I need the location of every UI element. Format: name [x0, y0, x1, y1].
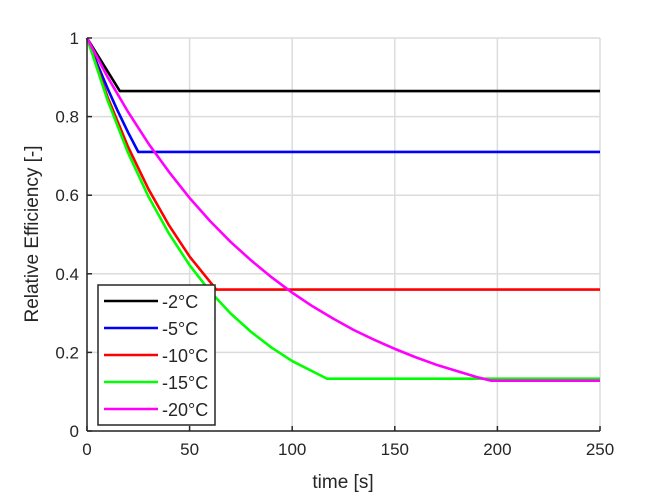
- series-line-10C: [85, 37, 600, 291]
- series-line-20C: [85, 37, 600, 382]
- x-axis-label: time [s]: [312, 472, 373, 493]
- y-axis-label: Relative Efficiency [-]: [22, 145, 43, 322]
- x-tick-label: 50: [180, 440, 199, 459]
- series-lines: [85, 37, 600, 382]
- x-tick-label: 200: [483, 440, 511, 459]
- x-tick-label: 150: [381, 440, 409, 459]
- legend-label: -20°C: [162, 400, 208, 420]
- legend: -2°C -5°C -10°C -15°C -20°C: [97, 284, 216, 426]
- legend-label: -2°C: [162, 292, 198, 312]
- series-line-2C: [85, 37, 600, 93]
- axes: 0 50 100 150 200 250 0 0.2 0.4 0.6 0.8 1: [55, 29, 614, 459]
- y-tick-label: 0.2: [55, 343, 79, 362]
- y-tick-label: 1: [70, 29, 79, 48]
- y-tick-label: 0: [70, 422, 79, 441]
- legend-label: -5°C: [162, 319, 198, 339]
- y-tick-label: 0.4: [55, 265, 79, 284]
- x-tick-label: 0: [82, 440, 91, 459]
- y-tick-label: 0.8: [55, 108, 79, 127]
- legend-label: -10°C: [162, 346, 208, 366]
- legend-label: -15°C: [162, 373, 208, 393]
- x-tick-label: 100: [278, 440, 306, 459]
- y-tick-label: 0.6: [55, 186, 79, 205]
- x-tick-label: 250: [586, 440, 614, 459]
